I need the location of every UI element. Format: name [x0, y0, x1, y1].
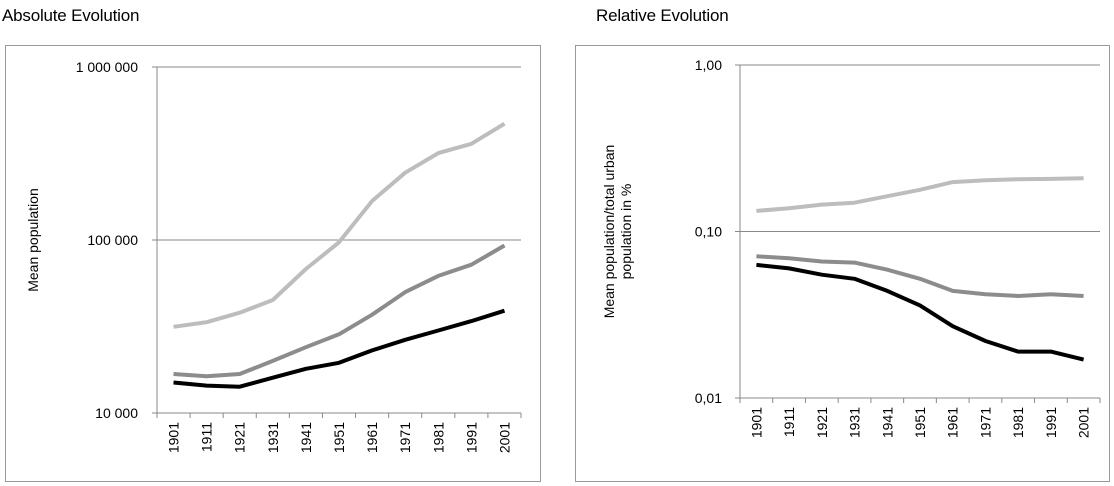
left-chart-frame [5, 45, 541, 482]
left-series-line-3 [173, 308, 506, 389]
right-x-tick-label: 1951 [912, 407, 928, 438]
right-y-axis-label: population in % [618, 184, 634, 280]
right-series-line-1 [756, 176, 1084, 213]
right-y-tick-label: 1,00 [695, 57, 722, 73]
left-y-axis-label: Mean population [25, 188, 41, 292]
right-series-line-2 [756, 254, 1084, 298]
left-x-tick-label: 2001 [496, 422, 512, 453]
left-chart-title: Absolute Evolution [2, 6, 140, 25]
left-x-tick-label: 1981 [430, 422, 446, 453]
left-x-tick-label: 1941 [298, 422, 314, 453]
right-x-tick-label: 1901 [748, 407, 764, 438]
left-series-line-1 [173, 121, 506, 329]
left-x-tick-label: 1921 [232, 422, 248, 453]
right-x-tick-label: 1991 [1043, 407, 1059, 438]
right-series-line-3 [756, 262, 1085, 362]
right-chart-title: Relative Evolution [596, 6, 729, 25]
right-y-tick-label: 0,10 [695, 224, 722, 240]
left-x-tick-label: 1901 [166, 422, 182, 453]
right-x-tick-label: 1961 [945, 407, 961, 438]
right-x-tick-label: 1911 [781, 407, 797, 437]
right-x-tick-label: 1931 [847, 407, 863, 438]
left-x-tick-label: 1961 [364, 422, 380, 453]
left-series-line-2 [173, 243, 506, 379]
left-x-tick-label: 1951 [331, 422, 347, 453]
left-y-tick-label: 100 000 [87, 232, 138, 248]
left-x-tick-label: 1931 [265, 422, 281, 453]
right-x-tick-label: 2001 [1076, 407, 1092, 438]
right-y-tick-label: 0,01 [695, 390, 722, 406]
right-y-axis-label: Mean population/total urban [601, 145, 617, 319]
right-x-tick-label: 1981 [1010, 407, 1026, 438]
left-y-tick-label: 1 000 000 [76, 59, 138, 75]
left-x-tick-label: 1991 [463, 422, 479, 453]
right-x-tick-label: 1941 [879, 407, 895, 438]
left-y-tick-label: 10 000 [95, 405, 138, 421]
right-x-tick-label: 1921 [814, 407, 830, 438]
right-x-tick-label: 1971 [977, 407, 993, 438]
left-x-tick-label: 1971 [397, 422, 413, 453]
left-x-tick-label: 1911 [199, 422, 215, 452]
